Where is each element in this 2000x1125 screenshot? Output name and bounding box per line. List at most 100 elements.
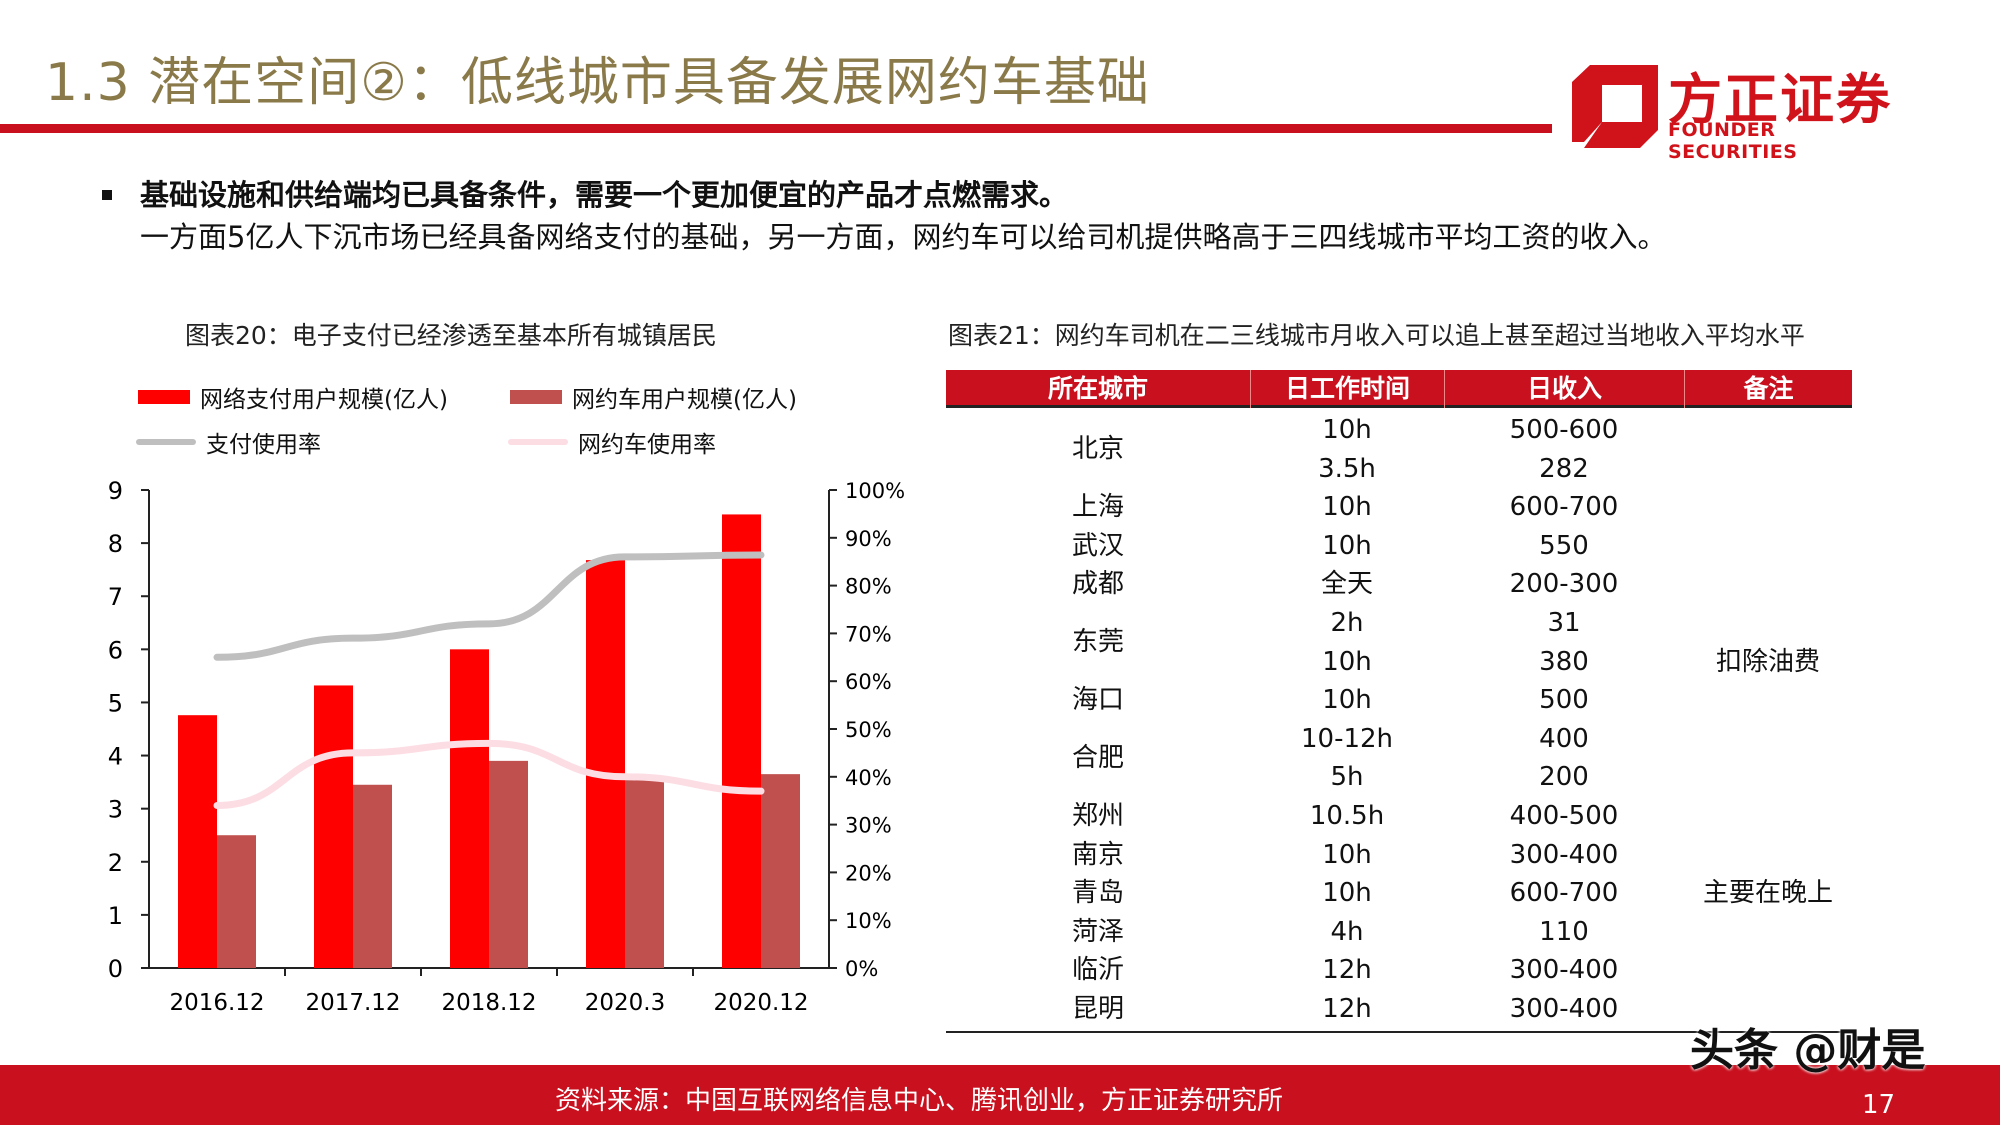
cell-note [1684,527,1852,566]
legend-label: 支付使用率 [206,432,321,458]
y-tick-label: 1 [108,902,123,930]
cell-note [1684,488,1852,527]
cell-city: 菏泽 [1071,916,1124,947]
y-tick-label: 7 [108,583,123,611]
cell-income: 200-300 [1509,569,1619,600]
legend-swatch [138,390,190,404]
cell-hours: 10h [1322,685,1372,716]
cell-note [1684,836,1852,875]
cell-income: 500 [1539,685,1589,716]
cell-hours: 10-12h [1300,723,1394,754]
cell-city: 成都 [1071,569,1124,600]
summary-paragraph: 基础设施和供给端均已具备条件，需要一个更加便宜的产品才点燃需求。一方面5亿人下沉… [140,174,1840,258]
bar-ride-users [625,775,664,968]
bullet-icon [102,190,112,200]
header-note: 备注 [1684,370,1852,408]
page-title: 1.3 潜在空间②：低线城市具备发展网约车基础 [45,53,1150,113]
logo-text-en: FOUNDER SECURITIES [1668,119,1798,163]
y2-tick-label: 20% [845,861,892,885]
cell-hours: 10h [1322,878,1372,909]
cell-note [1684,990,1852,1029]
cell-note [1684,797,1852,836]
bar-pay-users [314,685,353,968]
cell-note [1684,604,1852,643]
cell-hours: 10.5h [1309,801,1385,831]
cell-income: 550 [1539,530,1589,561]
y-tick-label: 4 [108,743,123,771]
cell-note [1684,758,1852,797]
cell-hours: 12h [1322,955,1372,986]
cell-note [1684,951,1852,990]
x-tick-label: 2020.3 [585,990,665,1016]
x-tick-label: 2017.12 [305,990,400,1016]
cell-note [1684,720,1852,759]
y2-tick-label: 70% [845,622,892,646]
bar-pay-users [722,514,761,968]
cell-hours: 12h [1322,994,1372,1024]
cell-hours: 10h [1322,646,1372,677]
footer-band [0,1065,2000,1125]
y-tick-label: 8 [108,530,123,558]
bar-pay-users [586,560,625,968]
y-tick-label: 0 [108,955,123,983]
y-tick-label: 3 [108,796,123,824]
cell-hours: 4h [1330,916,1364,947]
cell-city: 南京 [1071,839,1124,870]
cell-city: 郑州 [1071,801,1124,831]
cell-hours: 10h [1322,415,1372,445]
y2-tick-label: 80% [845,575,892,599]
cell-hours: 全天 [1320,569,1373,600]
y2-tick-label: 50% [845,718,892,742]
y-tick-label: 6 [108,636,123,664]
line-pay-rate [213,551,765,661]
cell-city: 合肥 [1071,743,1124,774]
cell-income: 400-500 [1509,801,1619,831]
cell-income: 500-600 [1509,415,1619,445]
table-bottom-rule [946,1031,1852,1033]
cell-income: 600-700 [1509,492,1619,523]
y2-tick-label: 90% [845,527,892,551]
cell-income: 380 [1539,646,1589,677]
legend-label: 网约车使用率 [578,432,716,458]
legend-swatch [136,439,196,445]
cell-city: 北京 [1071,434,1124,465]
cell-hours: 2h [1330,608,1364,638]
y2-tick-label: 40% [845,766,892,790]
y-tick-label: 2 [108,849,123,877]
legend-swatch [510,390,562,404]
title-divider [0,124,1552,133]
cell-hours: 3.5h [1318,453,1376,484]
cell-income: 600-700 [1509,878,1619,909]
x-tick-label: 2018.12 [441,990,536,1016]
cell-city: 海口 [1071,685,1124,716]
cell-hours: 10h [1322,839,1372,870]
summary-rest: 一方面5亿人下沉市场已经具备网络支付的基础，另一方面，网约车可以给司机提供略高于… [140,220,1667,254]
source-note: 资料来源：中国互联网络信息中心、腾讯创业，方正证券研究所 [555,1086,1284,1116]
cell-city: 青岛 [1071,878,1124,909]
y2-tick-label: 0% [845,957,878,981]
cell-income: 282 [1539,453,1589,484]
cell-income: 200 [1539,762,1589,793]
founder-logo: 方正证券 FOUNDER SECURITIES [1570,55,1910,163]
cell-city: 临沂 [1071,955,1124,986]
legend-swatch [508,439,568,445]
cell-note [1684,565,1852,604]
bar-pay-users [450,649,489,968]
header-city: 所在城市 [1047,374,1148,403]
legend-label: 网约车用户规模(亿人) [572,387,797,413]
cell-income: 300-400 [1509,955,1619,986]
bar-ride-users [217,835,256,968]
header-hours: 日工作时间 [1250,370,1444,408]
cell-income: 31 [1547,608,1581,638]
cell-note: 扣除油费 [1715,646,1820,677]
cell-income: 300-400 [1509,839,1619,870]
cell-hours: 10h [1322,492,1372,523]
logo-text-zh: 方正证券 [1668,68,1892,131]
table-header: 所在城市 日工作时间 日收入 备注 [946,370,1852,408]
cell-note: 主要在晚上 [1702,878,1833,909]
legend-item-pay-rate: 支付使用率 [136,425,321,459]
bar-ride-users [761,774,800,968]
cell-city: 上海 [1071,492,1124,523]
summary-bold: 基础设施和供给端均已具备条件，需要一个更加便宜的产品才点燃需求。 [140,178,1069,212]
header-income: 日收入 [1444,370,1684,408]
